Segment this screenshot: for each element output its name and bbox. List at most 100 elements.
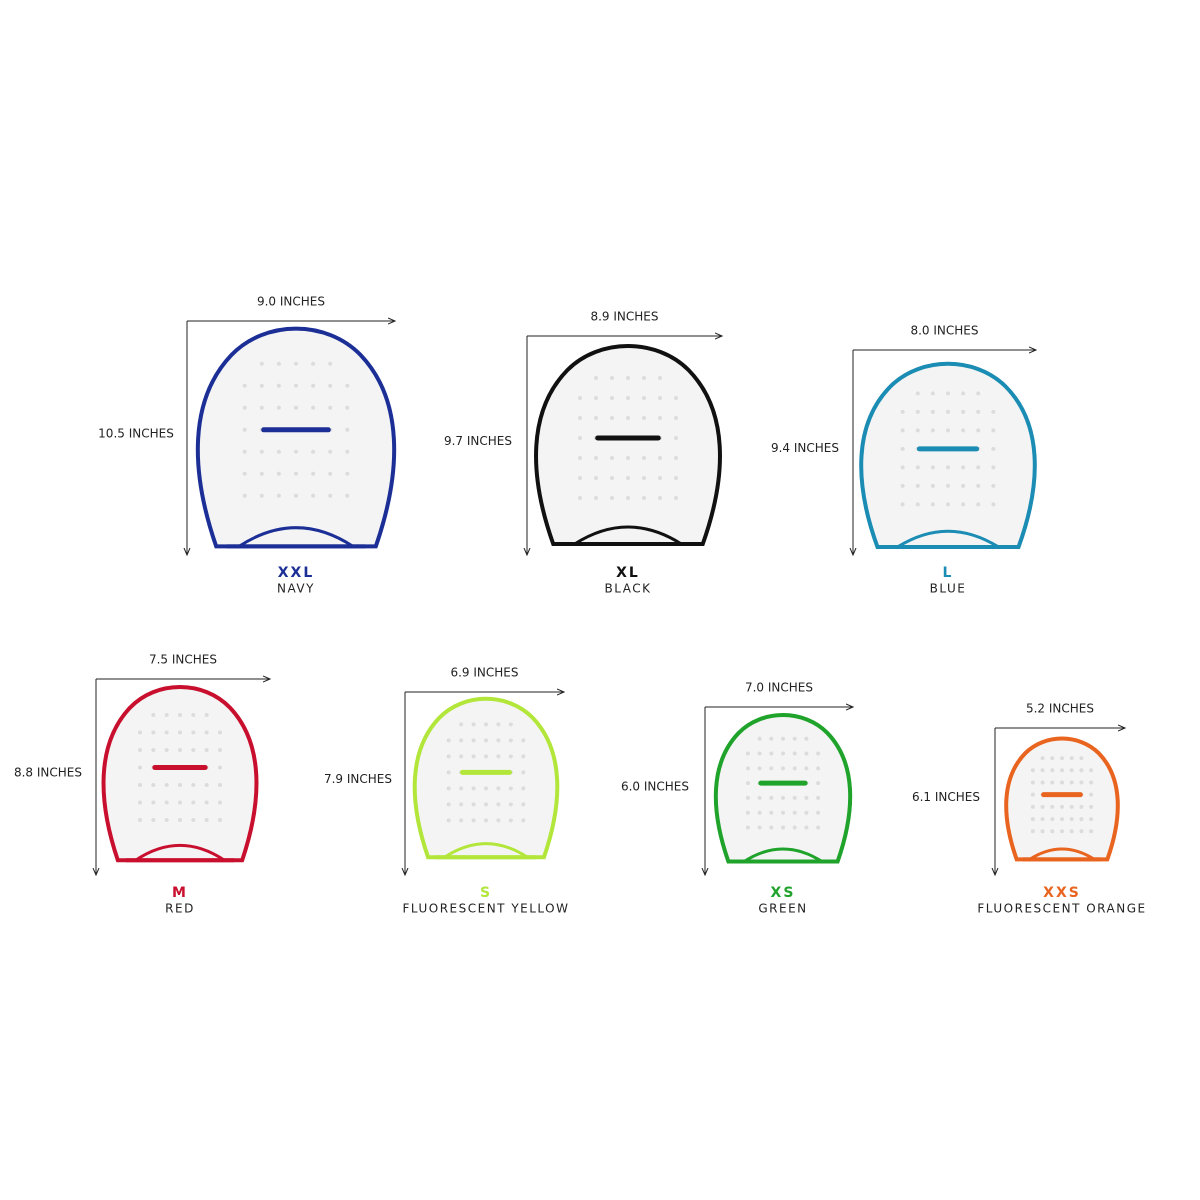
- hole: [259, 383, 264, 388]
- hole: [792, 825, 797, 830]
- hole: [164, 713, 169, 717]
- hole: [496, 722, 501, 727]
- hole: [311, 361, 316, 366]
- hole: [915, 428, 920, 433]
- hole: [946, 502, 950, 507]
- hole: [446, 738, 451, 743]
- hole: [521, 770, 526, 775]
- hole: [484, 786, 488, 791]
- hole: [446, 818, 451, 823]
- hole: [217, 783, 222, 787]
- hole: [294, 405, 298, 410]
- hole: [642, 376, 647, 380]
- hole: [976, 465, 981, 470]
- hole: [328, 405, 333, 410]
- hole: [757, 795, 762, 800]
- hole: [191, 748, 196, 752]
- hole: [484, 722, 488, 727]
- hole: [508, 754, 513, 759]
- hole: [459, 738, 464, 743]
- hole: [508, 802, 513, 807]
- hole: [745, 766, 750, 771]
- hole: [976, 409, 981, 414]
- width-label: 8.0 INCHES: [910, 324, 978, 338]
- hole: [1089, 780, 1094, 785]
- hole: [816, 810, 821, 815]
- width-label: 7.0 INCHES: [745, 681, 813, 695]
- hole: [757, 825, 762, 830]
- hole: [508, 738, 513, 743]
- hole: [496, 786, 501, 791]
- hole: [1040, 768, 1045, 773]
- hole: [276, 471, 281, 476]
- hole: [792, 751, 797, 756]
- hole: [674, 496, 679, 500]
- width-label: 5.2 INCHES: [1026, 702, 1094, 716]
- hole: [1079, 756, 1084, 761]
- hole: [593, 456, 598, 460]
- paddle: [713, 713, 853, 864]
- color-label: RED: [165, 902, 195, 916]
- hole: [138, 783, 143, 787]
- size-label: XXS: [1043, 885, 1081, 901]
- hole: [626, 456, 630, 460]
- hole: [626, 476, 630, 480]
- hole: [1089, 768, 1094, 773]
- hole: [259, 361, 264, 366]
- hole: [900, 409, 905, 414]
- hole: [151, 748, 156, 752]
- hole: [961, 465, 966, 470]
- hole: [781, 736, 785, 741]
- hole: [1079, 804, 1084, 809]
- hole: [178, 713, 182, 717]
- hole: [804, 751, 809, 756]
- hole: [1079, 780, 1084, 785]
- hole: [593, 376, 598, 380]
- hole: [1050, 756, 1055, 761]
- hole: [658, 416, 663, 420]
- hole: [191, 783, 196, 787]
- hole: [164, 748, 169, 752]
- hole: [642, 476, 647, 480]
- hole: [1030, 804, 1035, 809]
- hole: [577, 396, 582, 400]
- hole: [781, 766, 785, 771]
- hole: [459, 754, 464, 759]
- hole: [1040, 780, 1045, 785]
- hole: [446, 802, 451, 807]
- hole: [471, 802, 476, 807]
- hole: [961, 502, 966, 507]
- hole: [259, 471, 264, 476]
- hole: [816, 781, 821, 786]
- hole: [642, 416, 647, 420]
- height-label: 7.9 INCHES: [324, 772, 392, 786]
- hole: [178, 800, 182, 805]
- hole: [138, 765, 143, 770]
- hole: [446, 770, 451, 775]
- size-label: L: [943, 565, 954, 581]
- color-label: GREEN: [758, 902, 807, 916]
- hole: [1060, 756, 1064, 761]
- hole: [459, 722, 464, 727]
- hole: [991, 446, 996, 451]
- hole: [930, 409, 935, 414]
- hole: [1060, 780, 1064, 785]
- hole: [178, 730, 182, 735]
- hole: [626, 376, 630, 380]
- hole: [577, 436, 582, 440]
- hole: [609, 396, 614, 400]
- hole: [328, 493, 333, 498]
- hole: [946, 391, 950, 396]
- hole: [276, 493, 281, 498]
- hole: [242, 427, 247, 432]
- color-label: FLUORESCENT YELLOW: [402, 902, 569, 916]
- hole: [496, 754, 501, 759]
- hole: [459, 818, 464, 823]
- hole: [946, 428, 950, 433]
- hole: [991, 428, 996, 433]
- hole: [345, 493, 350, 498]
